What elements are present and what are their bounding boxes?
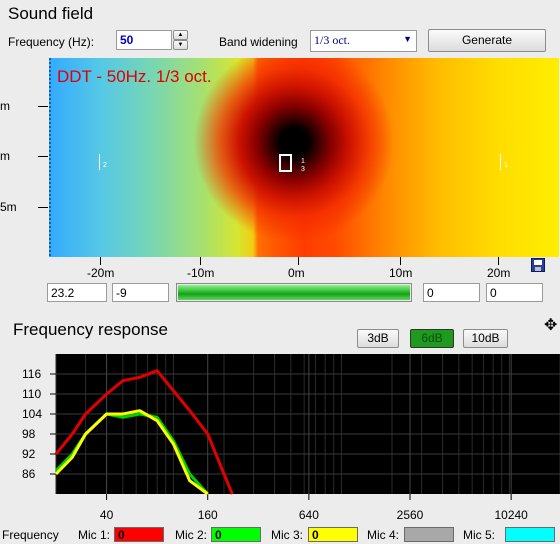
y-tick-label: 92 xyxy=(22,447,36,461)
chart-plot-area xyxy=(56,354,560,494)
source-hotspot xyxy=(189,58,489,257)
heatmap-overlay-label: DDT - 50Hz. 1/3 oct. xyxy=(57,67,212,86)
x-tick-label: 10m xyxy=(389,266,413,280)
sound-field-title: Sound field xyxy=(8,4,94,23)
y-tick-label: 110 xyxy=(22,387,41,401)
frequency-response-chart[interactable]: 116 110 104 98 92 86 40 160 640 2560 10240 xyxy=(0,354,560,524)
y-tick-label: 86 xyxy=(22,467,36,481)
progress-fill xyxy=(178,285,410,300)
spin-up-icon[interactable]: ▲ xyxy=(173,30,188,40)
x-tick-label: 160 xyxy=(198,508,218,522)
band-widening-select[interactable]: 1/3 oct. ▼ xyxy=(310,30,417,52)
legend-mic3-swatch[interactable]: 0 xyxy=(308,527,358,542)
x-tick xyxy=(400,257,401,265)
frequency-response-title: Frequency response xyxy=(13,320,168,339)
generate-button[interactable]: Generate xyxy=(428,29,546,52)
speaker-icon[interactable] xyxy=(279,154,292,172)
mic-marker-2[interactable]: 2 xyxy=(99,154,107,170)
y-tick xyxy=(38,106,48,107)
chevron-down-icon: ▼ xyxy=(403,34,412,44)
generate-progress-bar xyxy=(176,283,412,302)
frequency-label: Frequency (Hz): xyxy=(8,35,95,49)
legend-mic2-label: Mic 2: xyxy=(175,528,208,542)
band-widening-label: Band widening xyxy=(219,35,298,49)
legend-mic4-label: Mic 4: xyxy=(367,528,400,542)
field-b-input[interactable]: 0 xyxy=(486,283,543,302)
legend-mic1-swatch[interactable]: 0 xyxy=(114,527,164,542)
range-3db-button[interactable]: 3dB xyxy=(357,329,399,348)
save-icon[interactable] xyxy=(531,258,545,272)
field-x-input[interactable]: 23.2 xyxy=(47,283,107,302)
range-10db-button[interactable]: 10dB xyxy=(463,329,508,348)
series-line-mic3 xyxy=(54,409,209,496)
spin-down-icon[interactable]: ▼ xyxy=(173,40,188,50)
x-tick-label: -20m xyxy=(87,266,115,280)
y-tick-label: 104 xyxy=(22,407,42,421)
y-tick-label: m xyxy=(0,149,10,163)
band-widening-value: 1/3 oct. xyxy=(314,33,350,47)
x-tick xyxy=(498,257,499,265)
series-line-mic1 xyxy=(54,369,234,495)
y-tick-label: m xyxy=(0,99,10,113)
move-cursor-icon[interactable]: ✥ xyxy=(544,317,558,334)
field-a-input[interactable]: 0 xyxy=(423,283,480,302)
frequency-spinner[interactable]: ▲ ▼ xyxy=(173,30,188,50)
legend-mic1-label: Mic 1: xyxy=(78,528,111,542)
x-tick-label: 640 xyxy=(299,508,319,522)
mic-marker-1-right[interactable]: 1 xyxy=(500,154,508,170)
frequency-input[interactable]: 50 xyxy=(116,30,172,50)
legend-mic3-label: Mic 3: xyxy=(271,528,304,542)
x-tick-label: 0m xyxy=(288,266,305,280)
x-tick-label: -10m xyxy=(187,266,215,280)
field-y-input[interactable]: -9 xyxy=(112,283,169,302)
x-tick-label: 10240 xyxy=(494,508,528,522)
legend-mic4-swatch[interactable] xyxy=(404,527,454,542)
x-tick xyxy=(100,257,101,265)
legend-frequency-label: Frequency xyxy=(2,528,59,542)
y-tick-label: 5m xyxy=(0,200,17,214)
y-tick xyxy=(38,207,48,208)
range-6db-button[interactable]: 6dB xyxy=(410,329,454,348)
legend-mic2-swatch[interactable]: 0 xyxy=(211,527,261,542)
legend-mic5-label: Mic 5: xyxy=(463,528,496,542)
legend-mic5-swatch[interactable] xyxy=(505,527,555,542)
y-tick-label: 98 xyxy=(22,427,36,441)
x-tick-label: 2560 xyxy=(397,508,424,522)
y-tick-label: 116 xyxy=(22,367,41,381)
x-tick xyxy=(200,257,201,265)
x-tick xyxy=(298,257,299,265)
y-tick xyxy=(38,156,48,157)
x-tick-label: 20m xyxy=(487,266,511,280)
x-tick-label: 40 xyxy=(100,508,114,522)
